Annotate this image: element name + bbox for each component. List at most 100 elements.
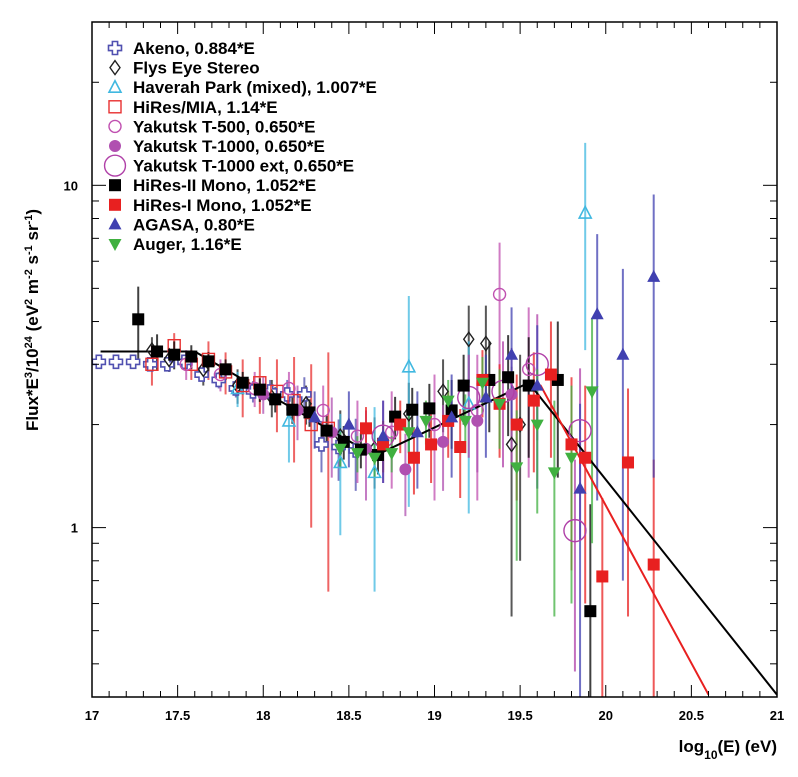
legend-label: Yakutsk T-1000 ext, 0.650*E [133, 157, 354, 176]
data-point [584, 605, 597, 618]
data-point [350, 448, 364, 461]
data-point [427, 417, 442, 432]
data-point [384, 425, 399, 439]
data-point [402, 427, 416, 440]
data-point [510, 462, 524, 475]
data-point [647, 558, 660, 571]
data-point [376, 429, 390, 442]
data-point [616, 347, 630, 360]
data-point [522, 379, 535, 392]
fit-red-line [528, 381, 710, 696]
legend-label: Haverah Park (mixed), 1.007*E [133, 78, 377, 97]
data-point [544, 368, 557, 381]
data-point [462, 331, 475, 348]
data-point [219, 363, 232, 376]
data-point [360, 422, 372, 435]
data-point [596, 570, 609, 583]
data-point [577, 204, 593, 219]
data-point [281, 412, 297, 427]
legend-marker [108, 217, 122, 230]
legend-marker [107, 78, 123, 93]
legend-marker [109, 198, 121, 211]
data-point [563, 518, 587, 543]
fit-lines-layer [100, 350, 778, 696]
x-tick-label: 17 [85, 708, 99, 723]
data-point [458, 415, 472, 428]
data-point [151, 345, 164, 358]
legend-label: HiRes/MIA, 1.14*E [133, 98, 278, 117]
y-tick-label: 1 [71, 521, 78, 536]
x-axis-label-pre: log [679, 737, 705, 756]
data-point [565, 438, 578, 451]
tick-labels-layer: 17 17.5 18 18.5 19 19.5 20 20.5 21 1 10 [64, 178, 785, 723]
legend-marker [108, 119, 122, 134]
legend-marker [109, 59, 121, 76]
data-point [399, 463, 412, 476]
data-point [573, 481, 587, 494]
data-point [647, 269, 661, 282]
data-point [441, 395, 455, 408]
data-point [547, 467, 561, 480]
data-point [316, 403, 330, 418]
data-point [282, 381, 296, 396]
data-point [445, 410, 459, 423]
data-point [437, 435, 450, 448]
axis-ticks-layer [91, 21, 778, 697]
x-tick-label: 18 [256, 708, 270, 723]
data-point [419, 415, 433, 428]
y-tick-label: 10 [64, 178, 78, 193]
legend-marker [107, 40, 123, 56]
fit-black-line [100, 350, 778, 696]
data-point [568, 418, 592, 443]
data-point [505, 436, 518, 453]
legend-label: Yakutsk T-1000, 0.650*E [133, 137, 325, 156]
legend-label: Akeno, 0.884*E [133, 39, 255, 58]
legend-marker [109, 140, 121, 152]
data-point [423, 402, 436, 415]
x-tick-label: 17.5 [165, 708, 190, 723]
data-point [475, 377, 489, 390]
legend-label: AGASA, 0.80*E [133, 215, 255, 234]
data-point [425, 438, 438, 451]
x-axis-label-sub: 10 [704, 748, 718, 762]
legend-label: Yakutsk T-500, 0.650*E [133, 117, 315, 136]
legend-marker [108, 239, 122, 251]
legend-label: Flys Eye Stereo [133, 59, 260, 78]
data-point [401, 358, 417, 373]
data-point [590, 307, 604, 320]
data-point [236, 376, 249, 389]
data-point [406, 403, 419, 416]
x-axis-label: log10(E) (eV) [679, 737, 777, 762]
legend-marker [103, 154, 127, 177]
x-tick-label: 19 [427, 708, 441, 723]
data-point [286, 403, 299, 416]
data-point [91, 354, 107, 370]
data-point [579, 451, 592, 464]
legend-marker [108, 100, 122, 114]
data-point [132, 313, 145, 326]
y-axis-label: Flux*E3/1024 (eV2 m-2 s-1 sr-1) [23, 209, 42, 431]
data-point [368, 452, 382, 465]
data-point [530, 419, 544, 432]
data-point [527, 394, 540, 407]
data-point [437, 383, 449, 400]
data-point [168, 348, 181, 361]
data-point [385, 448, 399, 461]
data-point [505, 347, 519, 360]
data-point [314, 437, 329, 452]
data-point [125, 354, 141, 370]
data-point [342, 417, 356, 430]
data-point [407, 451, 420, 464]
data-point [377, 438, 390, 451]
data-point [308, 410, 322, 423]
x-tick-label: 20.5 [679, 708, 704, 723]
legend-label: Auger, 1.16*E [133, 235, 242, 254]
legend-marker [109, 179, 121, 192]
data-point [479, 390, 493, 403]
data-point [622, 456, 635, 469]
data-point [493, 398, 507, 411]
x-tick-label: 19.5 [507, 708, 532, 723]
data-point [108, 354, 124, 370]
data-point [367, 464, 382, 479]
